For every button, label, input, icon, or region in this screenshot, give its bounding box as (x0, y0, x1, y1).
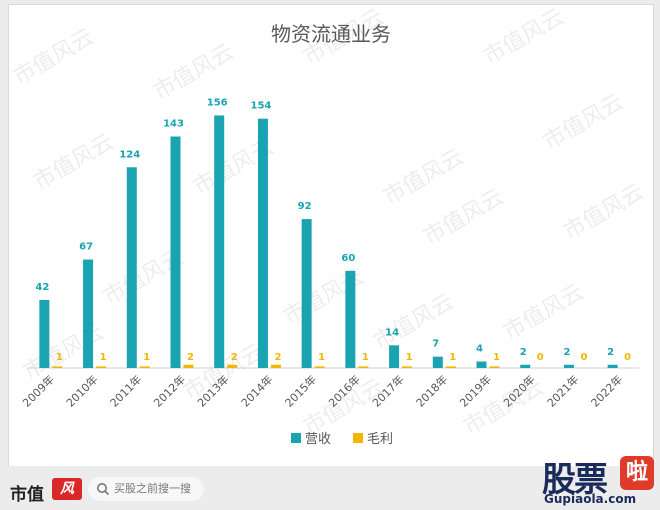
bar-revenue (301, 219, 312, 368)
data-label-revenue: 2 (563, 347, 570, 358)
data-label-gross-profit: 1 (143, 352, 150, 363)
brand-name: 股票 (542, 460, 608, 500)
data-label-revenue: 4 (476, 344, 483, 355)
bar-revenue (214, 115, 225, 368)
bar-revenue (389, 345, 400, 368)
bar-gross-profit (314, 366, 325, 368)
bar-revenue (39, 300, 50, 368)
data-label-revenue: 60 (341, 253, 355, 264)
data-label-gross-profit: 0 (537, 352, 544, 363)
data-label-revenue: 2 (520, 347, 527, 358)
watermark-text: 市值风云 (420, 185, 509, 251)
legend-swatch-gross-profit (353, 433, 363, 443)
data-label-gross-profit: 2 (274, 352, 281, 363)
data-label-revenue: 42 (35, 282, 49, 293)
watermark-text: 市值风云 (380, 145, 469, 211)
data-label-revenue: 124 (119, 149, 140, 160)
brand-badge: 啦 (620, 456, 654, 490)
bar-revenue (607, 364, 618, 368)
watermark-text: 市值风云 (150, 40, 239, 106)
bar-gross-profit (52, 366, 63, 368)
bar-gross-profit (183, 364, 194, 368)
bar-gross-profit (445, 366, 456, 368)
bar-revenue (170, 136, 181, 368)
search-placeholder: 买股之前搜一搜 (114, 482, 191, 495)
chart-title: 物资流通业务 (271, 22, 391, 46)
x-tick-label: 2018年 (413, 372, 450, 409)
x-tick-label: 2010年 (63, 372, 100, 409)
bar-revenue (563, 364, 574, 368)
footer-bar: 市值 风 买股之前搜一搜 (0, 466, 660, 510)
search-box[interactable]: 买股之前搜一搜 (88, 477, 204, 501)
watermark-text: 市值风云 (20, 320, 109, 386)
data-label-revenue: 2 (607, 347, 614, 358)
x-tick-label: 2011年 (107, 372, 144, 409)
bar-gross-profit (489, 366, 500, 368)
watermark-text: 市值风云 (500, 280, 589, 346)
bar-gross-profit (270, 364, 281, 368)
bar-revenue (520, 364, 531, 368)
data-label-revenue: 7 (432, 339, 439, 350)
watermark-text: 市值风云 (10, 25, 99, 91)
data-label-gross-profit: 1 (100, 352, 107, 363)
legend-label-revenue: 营收 (305, 432, 331, 447)
watermark-text: 市值风云 (540, 90, 629, 156)
watermark-text: 市值风云 (370, 290, 459, 356)
bar-revenue (126, 167, 137, 368)
x-tick-label: 2012年 (151, 372, 188, 409)
site-logo-text: 市值 (10, 485, 44, 505)
data-label-gross-profit: 2 (187, 352, 194, 363)
data-label-revenue: 154 (250, 101, 271, 112)
data-label-revenue: 67 (79, 242, 93, 253)
data-label-revenue: 156 (207, 97, 228, 108)
bar-revenue (83, 259, 94, 368)
bar-revenue (345, 270, 356, 368)
bar-gross-profit (402, 366, 413, 368)
chart-card: 市值风云 市值风云 市值风云 市值风云 市值风云 市值风云 市值风云 市值风云 市值风云 市值风云… (8, 4, 654, 468)
brand-logo: 股票 啦 Gupiaola.com (542, 452, 654, 508)
watermark-text: 市值风云 (480, 5, 569, 70)
x-tick-label: 2014年 (238, 372, 275, 409)
bar-gross-profit (96, 366, 107, 368)
data-label-gross-profit: 1 (406, 352, 413, 363)
data-label-gross-profit: 1 (318, 352, 325, 363)
bar-gross-profit (227, 364, 238, 368)
legend-swatch-revenue (291, 433, 301, 443)
legend-label-gross-profit: 毛利 (367, 432, 393, 447)
data-label-gross-profit: 1 (493, 352, 500, 363)
watermark-text: 市值风云 (560, 180, 649, 246)
bar-gross-profit (139, 366, 150, 368)
data-label-revenue: 92 (298, 201, 312, 212)
data-label-gross-profit: 0 (624, 352, 631, 363)
watermark-text: 市值风云 (30, 130, 119, 196)
x-tick-label: 2015年 (282, 372, 319, 409)
data-label-gross-profit: 1 (362, 352, 369, 363)
data-label-gross-profit: 0 (580, 352, 587, 363)
bar-gross-profit (358, 366, 369, 368)
data-label-gross-profit: 1 (56, 352, 63, 363)
data-label-revenue: 143 (163, 119, 184, 130)
data-label-gross-profit: 2 (231, 352, 238, 363)
brand-url: Gupiaola.com (544, 492, 637, 506)
x-tick-label: 2022年 (588, 372, 625, 409)
bar-revenue (476, 361, 487, 368)
bar-revenue (257, 118, 268, 369)
site-logo-mark: 风 (52, 478, 82, 500)
x-tick-label: 2021年 (544, 372, 581, 409)
data-label-revenue: 14 (385, 327, 399, 338)
bar-revenue (432, 356, 443, 368)
data-label-gross-profit: 1 (449, 352, 456, 363)
search-icon (97, 483, 110, 496)
